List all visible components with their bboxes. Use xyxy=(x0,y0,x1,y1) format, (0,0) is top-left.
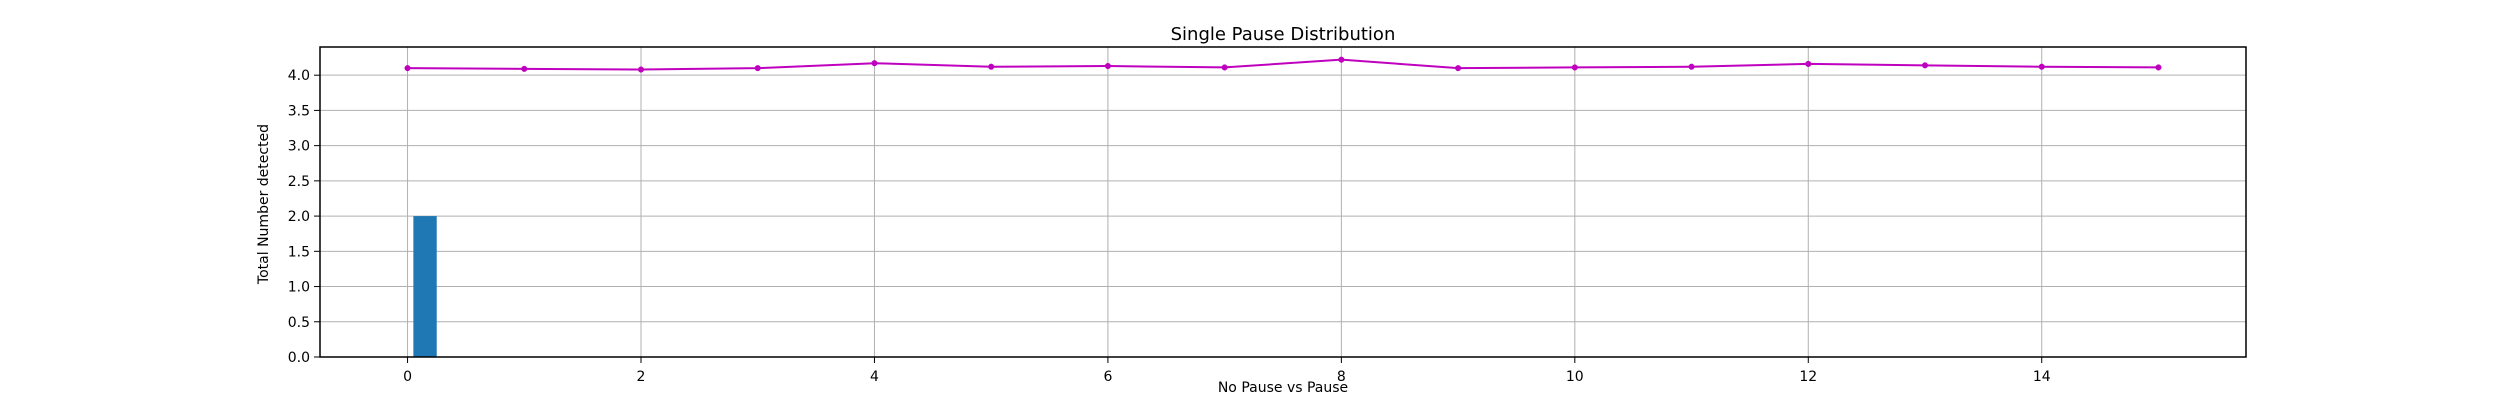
x-tick-label: 12 xyxy=(1799,369,1817,385)
series-point xyxy=(871,60,878,67)
line-layer xyxy=(404,56,2162,73)
series-point xyxy=(1221,64,1228,71)
series-line xyxy=(407,58,2159,71)
x-tick-label: 6 xyxy=(1103,369,1112,385)
y-tick-label: 0.0 xyxy=(288,350,310,366)
x-tick-label: 8 xyxy=(1337,369,1346,385)
series-point xyxy=(404,65,411,72)
y-tick-label: 1.5 xyxy=(288,244,310,260)
series-point xyxy=(1921,62,1929,69)
y-tick-label: 2.5 xyxy=(288,174,310,190)
y-tick-label: 0.5 xyxy=(288,315,310,331)
series-point xyxy=(754,65,761,72)
plot-area: 0 2 4 6 8 10 12 14 0.0 0.5 1.0 1.5 2.0 2.5 3.0 3.5 4.0 xyxy=(288,46,2247,385)
grid-layer xyxy=(320,47,2246,358)
bar-layer xyxy=(413,216,437,357)
y-tick-label: 3.0 xyxy=(288,139,310,155)
series-point xyxy=(637,66,645,73)
x-tick-label: 0 xyxy=(403,369,412,385)
x-tick-label: 4 xyxy=(870,369,879,385)
series-point xyxy=(1805,60,1812,67)
axes-box xyxy=(319,46,2247,358)
series-point xyxy=(521,65,528,72)
series-point xyxy=(1338,56,1345,63)
x-tick-label: 14 xyxy=(2033,369,2051,385)
y-axis-label: Total Number detected xyxy=(256,124,272,285)
chart-title: Single Pause Distribution xyxy=(1171,24,1396,45)
series-point xyxy=(2155,64,2162,71)
series-point xyxy=(988,63,995,70)
x-tick-label: 10 xyxy=(1566,369,1584,385)
series-point xyxy=(1571,64,1578,71)
series-point xyxy=(2038,63,2045,70)
y-tick-label: 2.0 xyxy=(288,209,310,225)
series-point xyxy=(1104,62,1111,70)
y-tick-label: 3.5 xyxy=(288,103,310,119)
ticks-layer: 0 2 4 6 8 10 12 14 0.0 0.5 1.0 1.5 2.0 2.5 3.0 3.5 4.0 xyxy=(288,68,2051,385)
series-point xyxy=(1455,65,1462,72)
bar xyxy=(413,216,437,357)
x-tick-label: 2 xyxy=(637,369,646,385)
y-tick-label: 4.0 xyxy=(288,68,310,84)
series-point xyxy=(1688,63,1695,70)
x-axis-label: No Pause vs Pause xyxy=(1218,380,1348,396)
y-tick-label: 1.0 xyxy=(288,280,310,296)
